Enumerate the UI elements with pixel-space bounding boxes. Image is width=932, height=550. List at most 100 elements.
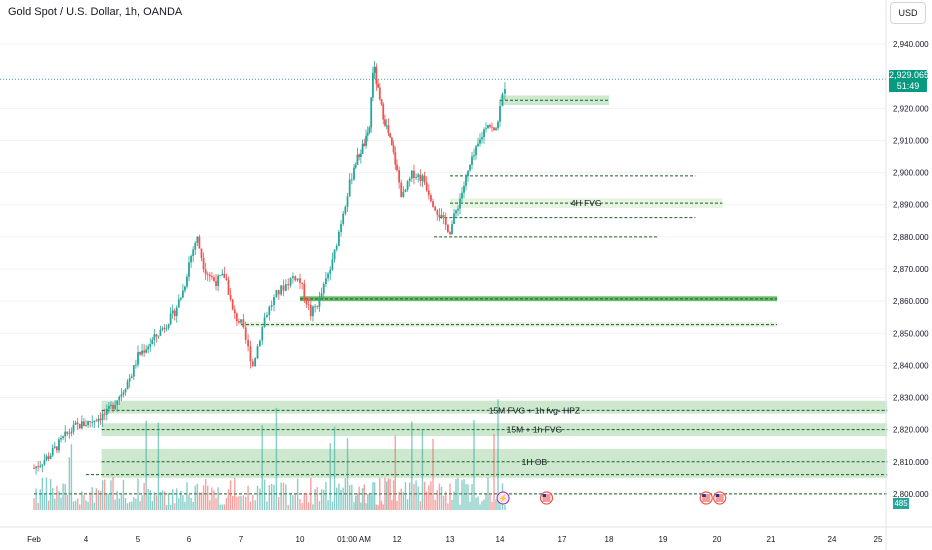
candle-body xyxy=(83,421,85,427)
candle-body xyxy=(120,394,123,397)
volume-bar xyxy=(469,501,471,510)
volume-bar xyxy=(282,482,285,510)
flag-stripe xyxy=(702,500,711,502)
volume-bar xyxy=(149,490,151,510)
volume-bar xyxy=(404,482,407,510)
candle-body xyxy=(504,88,506,94)
volume-bar xyxy=(60,497,62,510)
candle-body xyxy=(280,285,283,295)
volume-bar xyxy=(289,492,292,510)
candle-body xyxy=(251,361,254,366)
volume-bar xyxy=(259,488,261,510)
volume-bar xyxy=(465,484,467,510)
currency-button[interactable]: USD xyxy=(890,2,926,24)
candle-body xyxy=(398,170,401,183)
candle-body xyxy=(301,282,304,284)
candle-body xyxy=(406,181,409,190)
candle-body xyxy=(320,293,323,297)
candle-body xyxy=(340,223,342,232)
volume-bar xyxy=(365,503,367,510)
volume-bar xyxy=(375,504,378,510)
candle-body xyxy=(387,125,390,134)
volume-bar xyxy=(493,434,495,510)
volume-bar xyxy=(384,477,386,510)
volume-bar xyxy=(209,500,211,510)
price-tick-label: 2,810.000 xyxy=(893,458,929,467)
volume-bar xyxy=(91,487,93,510)
volume-bar xyxy=(161,490,164,510)
volume-bar xyxy=(294,493,296,510)
volume-bar xyxy=(151,501,153,510)
candle-body xyxy=(91,421,94,423)
candle-body xyxy=(233,309,236,314)
candle-body xyxy=(461,192,463,199)
candle-body xyxy=(356,154,359,165)
volume-bar xyxy=(442,495,445,510)
price-axis[interactable]: 2,800.000 2,810.000 2,820.000 2,830.000 2,84… xyxy=(893,40,929,499)
candle-body xyxy=(194,242,197,250)
candle-body xyxy=(208,274,211,277)
volume-bar xyxy=(133,497,135,510)
volume-bar xyxy=(74,500,77,510)
candle-body xyxy=(95,420,98,422)
candle-body xyxy=(53,446,56,448)
candle-body xyxy=(60,437,62,440)
volume-bar xyxy=(475,497,477,510)
zone-rect xyxy=(300,296,778,302)
volume-bar xyxy=(361,487,364,510)
candle-body xyxy=(495,128,497,131)
candle-body xyxy=(463,185,465,193)
zone-label: 15M FVG + 1h fvg- HPZ xyxy=(489,405,580,415)
candle-body xyxy=(449,231,451,235)
candle-body xyxy=(375,66,378,84)
candle-body xyxy=(268,306,271,316)
lightning-glyph: ⚡ xyxy=(498,493,508,503)
bar-countdown: 51:49 xyxy=(896,81,920,91)
candle-body xyxy=(471,156,473,165)
volume-bar xyxy=(54,498,56,510)
candle-body xyxy=(101,413,104,421)
volume-bar xyxy=(299,498,301,510)
flag-canton xyxy=(542,494,546,497)
candle-body xyxy=(303,283,306,299)
candle-body xyxy=(130,376,133,379)
volume-bar xyxy=(457,477,459,510)
time-tick-label: 19 xyxy=(659,535,668,544)
volume-bar xyxy=(112,477,114,510)
volume-bar xyxy=(447,503,449,510)
candle-body xyxy=(282,285,285,291)
candle-body xyxy=(37,466,40,468)
candle-body xyxy=(475,146,477,156)
volume-bar xyxy=(467,484,469,510)
candle-body xyxy=(491,126,493,128)
candle-body xyxy=(434,206,437,211)
candle-body xyxy=(410,170,413,179)
candle-body xyxy=(33,468,35,470)
candle-body xyxy=(51,447,54,456)
volume-bar xyxy=(483,499,485,510)
volume-bar xyxy=(145,420,147,510)
volume-bar xyxy=(196,483,199,510)
volume-bar xyxy=(351,484,353,510)
candle-body xyxy=(135,364,137,366)
volume-bar xyxy=(455,479,457,510)
candle-body xyxy=(309,305,312,317)
candle-body xyxy=(353,167,355,180)
volume-bar xyxy=(171,489,174,510)
time-axis[interactable]: Feb 4 5 6 7 10 01:00 AM 12 13 14 17 18 19 20 21 24 25 xyxy=(27,535,883,544)
candle-body xyxy=(47,456,50,459)
volume-bar xyxy=(114,499,116,510)
volume-bar xyxy=(234,477,236,510)
volume-bar xyxy=(499,504,501,510)
flag-stripe xyxy=(702,494,711,496)
volume-bar xyxy=(353,502,355,510)
candle-body xyxy=(499,105,501,122)
candle-body xyxy=(254,358,257,366)
candle-body xyxy=(361,143,364,154)
volume-bar xyxy=(344,478,347,510)
us-flag-icon xyxy=(713,491,727,505)
candle-body xyxy=(425,182,428,191)
volume-bar xyxy=(126,503,129,510)
candle-body xyxy=(97,418,100,422)
